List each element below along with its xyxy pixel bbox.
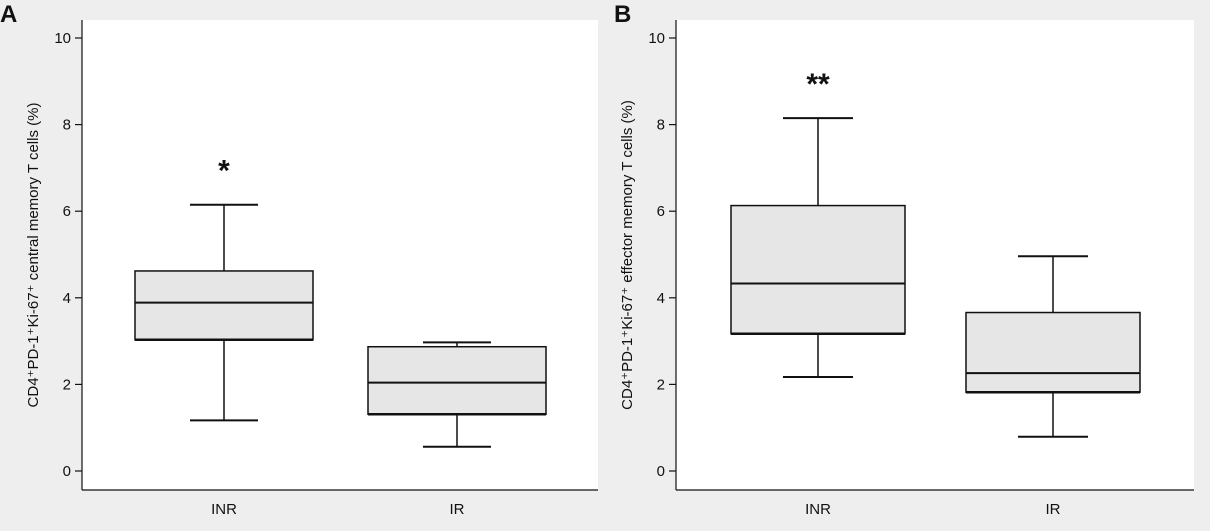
box-inr: * [134,155,314,422]
axes [675,20,1194,491]
x-category-label: IR [450,501,465,518]
x-category-label: INR [805,501,831,518]
box-group: * [134,155,547,448]
x-axis-categories: INR IR [805,501,1061,518]
y-tick-label: 10 [648,30,665,47]
x-category-label: IR [1046,501,1061,518]
panel-b: B 0 2 4 6 8 10 ** INR IR CD4⁺PD-1⁺Ki-67⁺ effec… [614,1,1194,518]
y-tick-label: 0 [657,463,665,480]
x-category-label: INR [211,501,237,518]
significance-marker: * [218,155,230,188]
iqr-box [367,345,547,416]
y-tick-label: 6 [63,203,71,220]
x-axis-categories: INR IR [211,501,465,518]
plot-area [82,20,598,490]
y-tick-label: 4 [657,290,665,307]
panel-letter: A [0,1,17,28]
axes [81,20,598,491]
iqr-box [134,270,314,341]
significance-marker: ** [806,68,830,101]
panel-letter: B [614,1,631,28]
y-axis-ticks: 0 2 4 6 8 10 [54,30,82,480]
y-tick-label: 8 [63,117,71,134]
y-axis-label: CD4⁺PD-1⁺Ki-67⁺ effector memory T cells … [619,100,636,410]
y-tick-label: 10 [54,30,71,47]
y-tick-label: 4 [63,290,71,307]
y-tick-label: 8 [657,117,665,134]
iqr-box [730,204,906,335]
y-tick-label: 6 [657,203,665,220]
y-axis-ticks: 0 2 4 6 8 10 [648,30,676,480]
y-tick-label: 0 [63,463,71,480]
box-ir [367,341,547,448]
y-tick-label: 2 [63,376,71,393]
y-tick-label: 2 [657,376,665,393]
iqr-box [965,311,1141,393]
panel-a: A 0 2 4 6 8 10 * INR IR CD4⁺PD-1⁺Ki-67⁺ centra… [0,1,598,518]
y-axis-label: CD4⁺PD-1⁺Ki-67⁺ central memory T cells (… [25,103,42,408]
box-inr: ** [730,68,906,379]
box-group: ** [730,68,1141,438]
box-ir [965,255,1141,438]
